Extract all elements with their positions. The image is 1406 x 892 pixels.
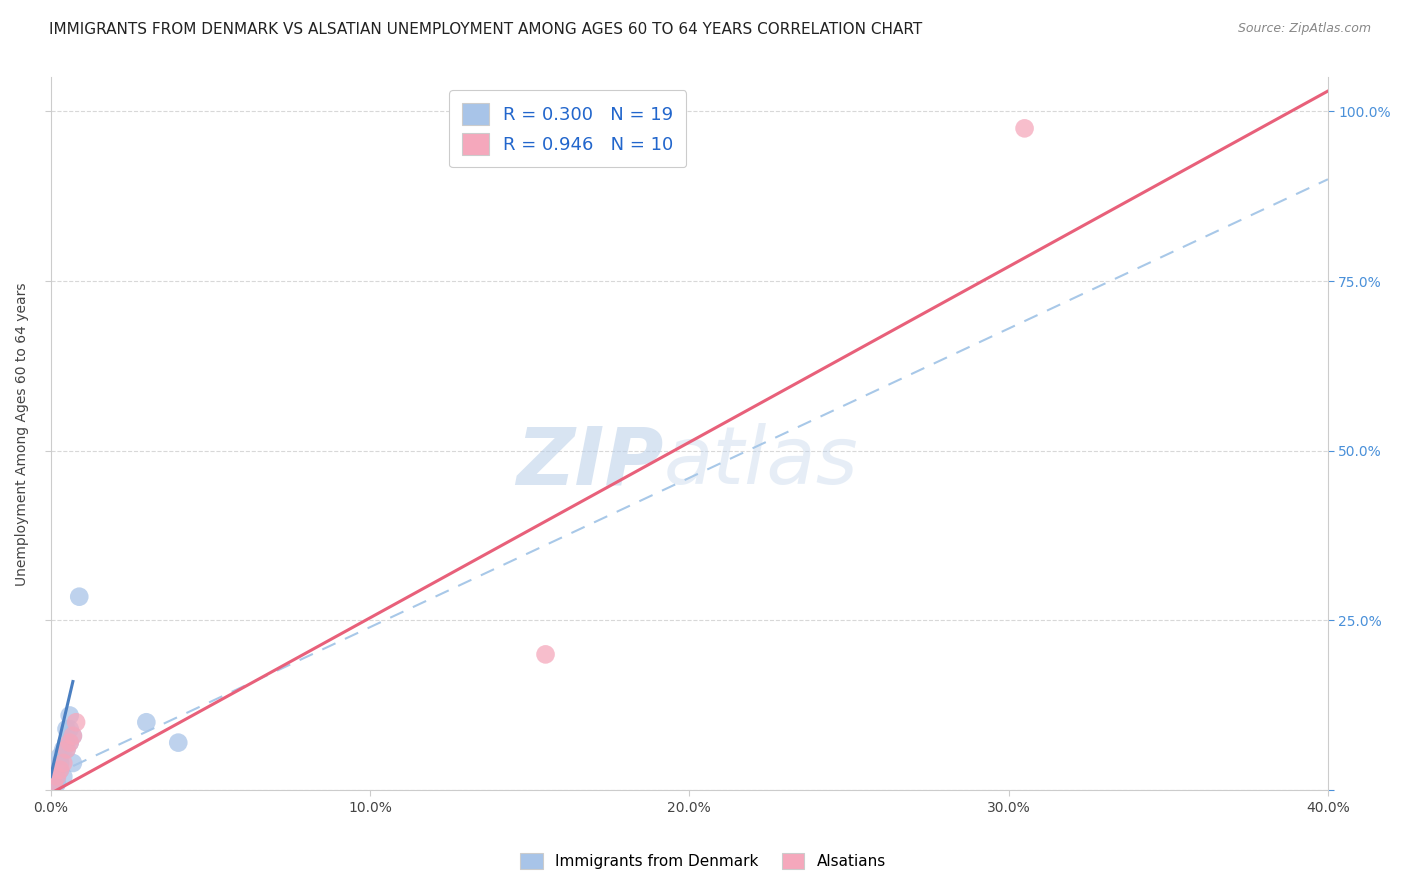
Point [59, 708, 82, 723]
Point [62, 756, 84, 770]
Point [49, 763, 72, 777]
Point [45, 770, 67, 784]
Point [65, 715, 87, 730]
Y-axis label: Unemployment Among Ages 60 to 64 years: Unemployment Among Ages 60 to 64 years [15, 282, 30, 585]
Point [49, 756, 72, 770]
Point [49, 749, 72, 764]
Point [62, 729, 84, 743]
Point [52, 770, 75, 784]
Text: IMMIGRANTS FROM DENMARK VS ALSATIAN UNEMPLOYMENT AMONG AGES 60 TO 64 YEARS CORRE: IMMIGRANTS FROM DENMARK VS ALSATIAN UNEM… [49, 22, 922, 37]
Point [1014, 121, 1036, 136]
Point [52, 742, 75, 756]
Legend: R = 0.300   N = 19, R = 0.946   N = 10: R = 0.300 N = 19, R = 0.946 N = 10 [449, 90, 686, 168]
Point [67, 590, 90, 604]
Point [42, 776, 65, 790]
Point [167, 736, 190, 750]
Point [62, 729, 84, 743]
Legend: Immigrants from Denmark, Alsatians: Immigrants from Denmark, Alsatians [515, 847, 891, 875]
Text: Source: ZipAtlas.com: Source: ZipAtlas.com [1237, 22, 1371, 36]
Point [135, 715, 157, 730]
Point [55, 736, 77, 750]
Point [55, 742, 77, 756]
Point [55, 742, 77, 756]
Point [534, 648, 557, 662]
Point [42, 776, 65, 790]
Point [49, 763, 72, 777]
Text: ZIP: ZIP [516, 424, 664, 501]
Point [52, 756, 75, 770]
Point [55, 722, 77, 736]
Point [59, 722, 82, 736]
Text: atlas: atlas [664, 424, 859, 501]
Point [45, 776, 67, 790]
Point [45, 770, 67, 784]
Point [59, 736, 82, 750]
Point [59, 736, 82, 750]
